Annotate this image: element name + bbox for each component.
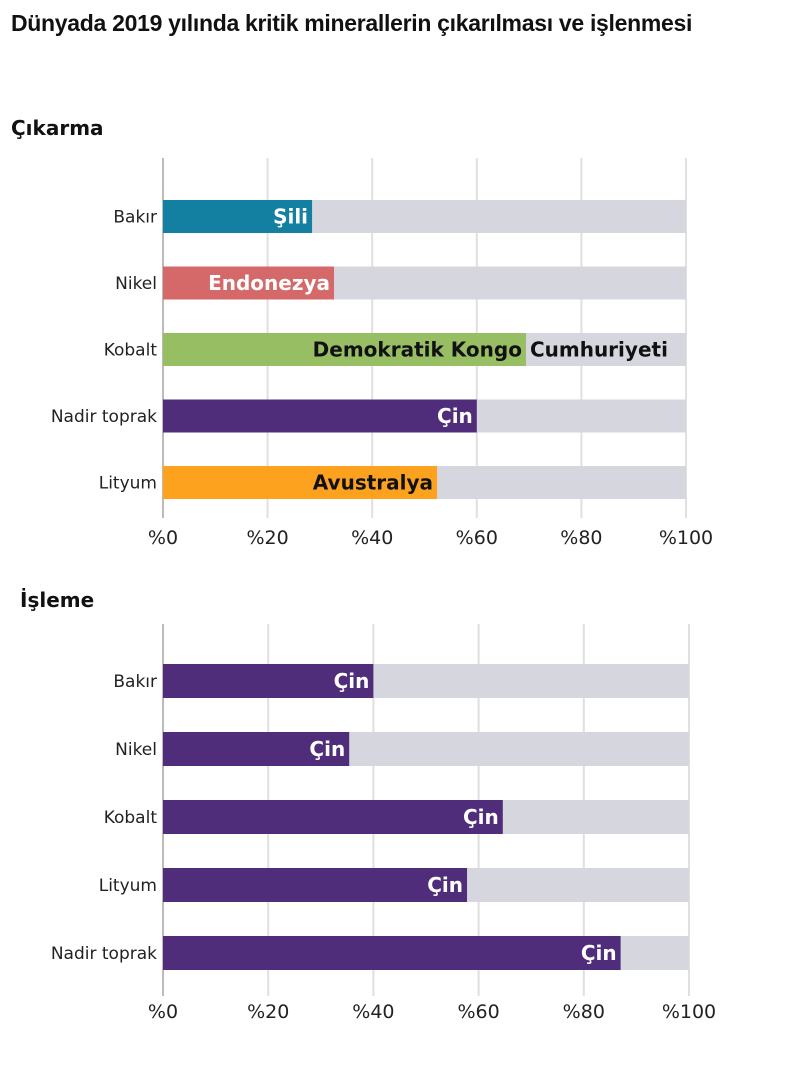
- category-label: Bakır: [113, 672, 157, 692]
- x-tick-label: %80: [560, 527, 602, 549]
- bar-label: Çin: [581, 941, 617, 965]
- category-label: Nadir toprak: [51, 407, 157, 427]
- category-label: Nikel: [115, 740, 157, 760]
- category-label: Kobalt: [104, 341, 158, 361]
- bar: [163, 868, 468, 902]
- x-tick-label: %40: [351, 527, 393, 549]
- bar-label-continued: Cumhuriyeti: [530, 338, 668, 362]
- section-title-extraction: Çıkarma: [11, 116, 104, 140]
- x-tick-label: %100: [662, 1001, 716, 1023]
- category-label: Nadir toprak: [51, 944, 157, 964]
- x-tick-label: %20: [247, 1001, 289, 1023]
- bar-label: Demokratik Kongo: [313, 338, 522, 362]
- bar: [163, 399, 477, 433]
- chart-title: Dünyada 2019 yılında kritik minerallerin…: [11, 10, 693, 36]
- bar: [163, 936, 621, 970]
- bar-label: Endonezya: [208, 271, 330, 295]
- bar-label: Çin: [437, 404, 473, 428]
- bar: [163, 266, 335, 300]
- bar: [163, 732, 350, 766]
- bar-label: Çin: [309, 737, 345, 761]
- processing-chart: %0 %20 %40 %60 %80 %100 Bakır Çin Nikel Çin Kobalt…: [51, 624, 716, 1023]
- bar: [163, 200, 313, 233]
- x-tick-label: %80: [563, 1001, 605, 1023]
- x-tick-label: %100: [659, 527, 713, 549]
- bar: [163, 664, 374, 698]
- x-tick-label: %0: [148, 1001, 178, 1023]
- bar-label: Şili: [273, 205, 308, 229]
- bar: [163, 800, 503, 834]
- category-label: Bakır: [113, 208, 157, 228]
- x-tick-label: %20: [246, 527, 288, 549]
- bar-label: Çin: [334, 669, 370, 693]
- x-tick-label: %60: [456, 527, 498, 549]
- bar-label: Çin: [427, 873, 463, 897]
- category-label: Lityum: [99, 474, 157, 494]
- section-title-processing: İşleme: [20, 588, 95, 612]
- category-label: Kobalt: [104, 808, 158, 828]
- x-tick-label: %60: [457, 1001, 499, 1023]
- category-label: Nikel: [115, 274, 157, 294]
- extraction-chart: %0 %20 %40 %60 %80 %100 Bakır Şili Nikel Endonezy…: [51, 158, 713, 549]
- bar: [163, 333, 526, 366]
- bar: [163, 466, 438, 499]
- category-label: Lityum: [99, 876, 157, 896]
- bar-label: Çin: [463, 805, 499, 829]
- bar-label: Avustralya: [313, 471, 433, 495]
- x-tick-label: %0: [148, 527, 178, 549]
- x-tick-label: %40: [352, 1001, 394, 1023]
